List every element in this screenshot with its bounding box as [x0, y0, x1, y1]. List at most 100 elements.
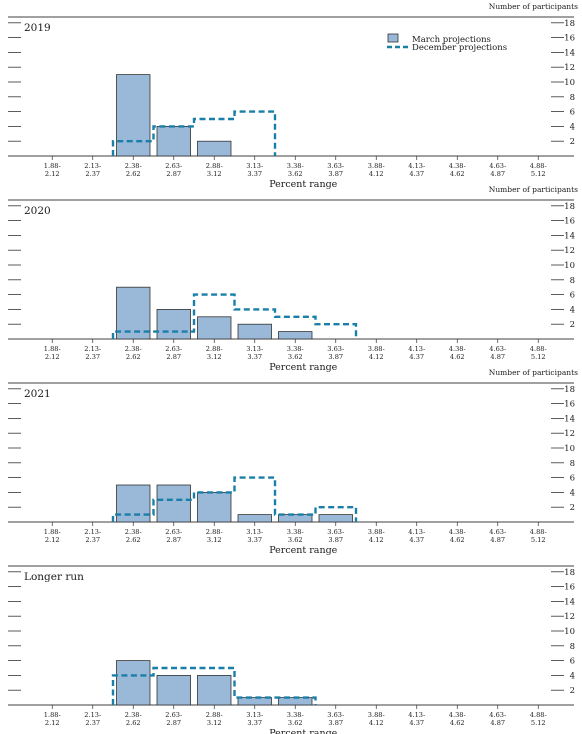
bar — [197, 140, 232, 157]
y-tick-label: 16 — [564, 583, 575, 593]
bar — [116, 484, 151, 523]
x-tick-label: 2.13-2.37 — [84, 162, 101, 178]
december-series-line — [111, 476, 358, 522]
x-tick-label: 3.38-3.62 — [287, 345, 304, 361]
x-tick-label: 4.63-4.87 — [489, 528, 506, 544]
y-tick-label: 4 — [570, 122, 575, 132]
x-axis-label: Percent range — [269, 545, 337, 556]
legend-label-march: March projections — [412, 35, 491, 45]
panel-title: Longer run — [24, 571, 84, 583]
y-tick-label: 16 — [564, 34, 575, 44]
y-tick-label: 2 — [570, 320, 575, 330]
y-tick-label: 12 — [564, 429, 575, 439]
bar — [197, 491, 232, 523]
x-axis-label: Percent range — [269, 179, 337, 190]
x-tick-label: 3.38-3.62 — [287, 528, 304, 544]
y-tick-label: 10 — [564, 78, 575, 88]
x-tick-label: 3.63-3.87 — [327, 345, 344, 361]
y-axis-title: Number of participants — [489, 2, 578, 11]
y-tick-label: 18 — [564, 385, 575, 395]
x-axis-label: Percent range — [269, 728, 337, 734]
y-tick-label: 12 — [564, 63, 575, 73]
y-tick-label: 8 — [570, 642, 575, 652]
x-tick-label: 3.13-3.37 — [246, 162, 263, 178]
x-tick-label: 2.88-3.12 — [206, 528, 223, 544]
y-tick-label: 2 — [570, 503, 575, 513]
x-tick-label: 4.88-5.12 — [530, 528, 547, 544]
y-tick-label: 12 — [564, 612, 575, 622]
bar — [237, 697, 272, 706]
bar — [156, 484, 191, 523]
x-tick-label: 3.88-4.12 — [368, 528, 385, 544]
x-tick-label: 1.88-2.12 — [44, 345, 61, 361]
y-tick-label: 10 — [564, 261, 575, 271]
x-tick-label: 4.38-4.62 — [449, 345, 466, 361]
bar — [197, 316, 232, 340]
legend-label-december: December projections — [412, 43, 507, 53]
bar — [116, 286, 151, 340]
x-tick-label: 4.13-4.37 — [408, 162, 425, 178]
x-tick-label: 2.63-2.87 — [165, 711, 182, 727]
x-tick-label: 3.13-3.37 — [246, 345, 263, 361]
x-tick-label: 3.38-3.62 — [287, 711, 304, 727]
bar — [156, 675, 191, 706]
bar — [318, 514, 353, 523]
x-tick-label: 3.63-3.87 — [327, 162, 344, 178]
december-series-line — [111, 110, 277, 156]
x-tick-label: 2.88-3.12 — [206, 345, 223, 361]
x-tick-label: 2.38-2.62 — [125, 528, 142, 544]
bar — [197, 675, 232, 706]
y-tick-label: 8 — [570, 276, 575, 286]
december-series-line — [111, 293, 358, 339]
bar — [237, 323, 272, 340]
x-tick-label: 3.13-3.37 — [246, 528, 263, 544]
bar — [156, 308, 191, 340]
y-tick-label: 18 — [564, 568, 575, 578]
y-axis-title: Number of participants — [489, 185, 578, 194]
x-tick-label: 3.63-3.87 — [327, 528, 344, 544]
december-series-line — [111, 666, 317, 705]
x-tick-label: 4.88-5.12 — [530, 345, 547, 361]
bar — [116, 660, 151, 706]
y-tick-label: 2 — [570, 686, 575, 696]
y-tick-label: 6 — [570, 474, 575, 484]
x-tick-label: 3.88-4.12 — [368, 162, 385, 178]
y-tick-label: 18 — [564, 19, 575, 29]
chart-panel-2: Number of participants 2021 2 4 6 8 10 12 14 16 18… — [8, 368, 578, 556]
y-tick-label: 10 — [564, 627, 575, 637]
x-tick-label: 2.88-3.12 — [206, 162, 223, 178]
y-tick-label: 8 — [570, 93, 575, 103]
y-tick-label: 14 — [564, 231, 575, 241]
y-tick-label: 10 — [564, 444, 575, 454]
y-tick-label: 6 — [570, 291, 575, 301]
chart-panel-3: Longer run 2 4 6 8 10 12 14 16 18 1.88-2.12 2.13-2.… — [8, 565, 575, 734]
y-tick-label: 14 — [564, 414, 575, 424]
x-tick-label: 3.88-4.12 — [368, 345, 385, 361]
x-tick-label: 2.38-2.62 — [125, 345, 142, 361]
bar — [156, 126, 191, 157]
x-tick-label: 4.63-4.87 — [489, 345, 506, 361]
x-tick-label: 4.13-4.37 — [408, 711, 425, 727]
x-tick-label: 4.38-4.62 — [449, 528, 466, 544]
legend-swatch-march — [387, 33, 399, 43]
x-tick-label: 4.88-5.12 — [530, 162, 547, 178]
y-tick-label: 14 — [564, 48, 575, 58]
y-tick-label: 18 — [564, 202, 575, 212]
x-tick-label: 1.88-2.12 — [44, 162, 61, 178]
y-tick-label: 12 — [564, 246, 575, 256]
panel-title: 2019 — [24, 22, 51, 34]
x-tick-label: 4.88-5.12 — [530, 711, 547, 727]
y-tick-label: 6 — [570, 657, 575, 667]
chart-panel-1: Number of participants 2020 2 4 6 8 10 12 14 16 18… — [8, 185, 578, 373]
bar — [237, 514, 272, 523]
x-tick-label: 2.38-2.62 — [125, 162, 142, 178]
y-tick-label: 16 — [564, 217, 575, 227]
bar — [278, 514, 313, 523]
x-tick-label: 2.13-2.37 — [84, 345, 101, 361]
x-axis-label: Percent range — [269, 362, 337, 373]
x-tick-label: 1.88-2.12 — [44, 711, 61, 727]
y-tick-label: 8 — [570, 459, 575, 469]
bar — [116, 74, 151, 157]
